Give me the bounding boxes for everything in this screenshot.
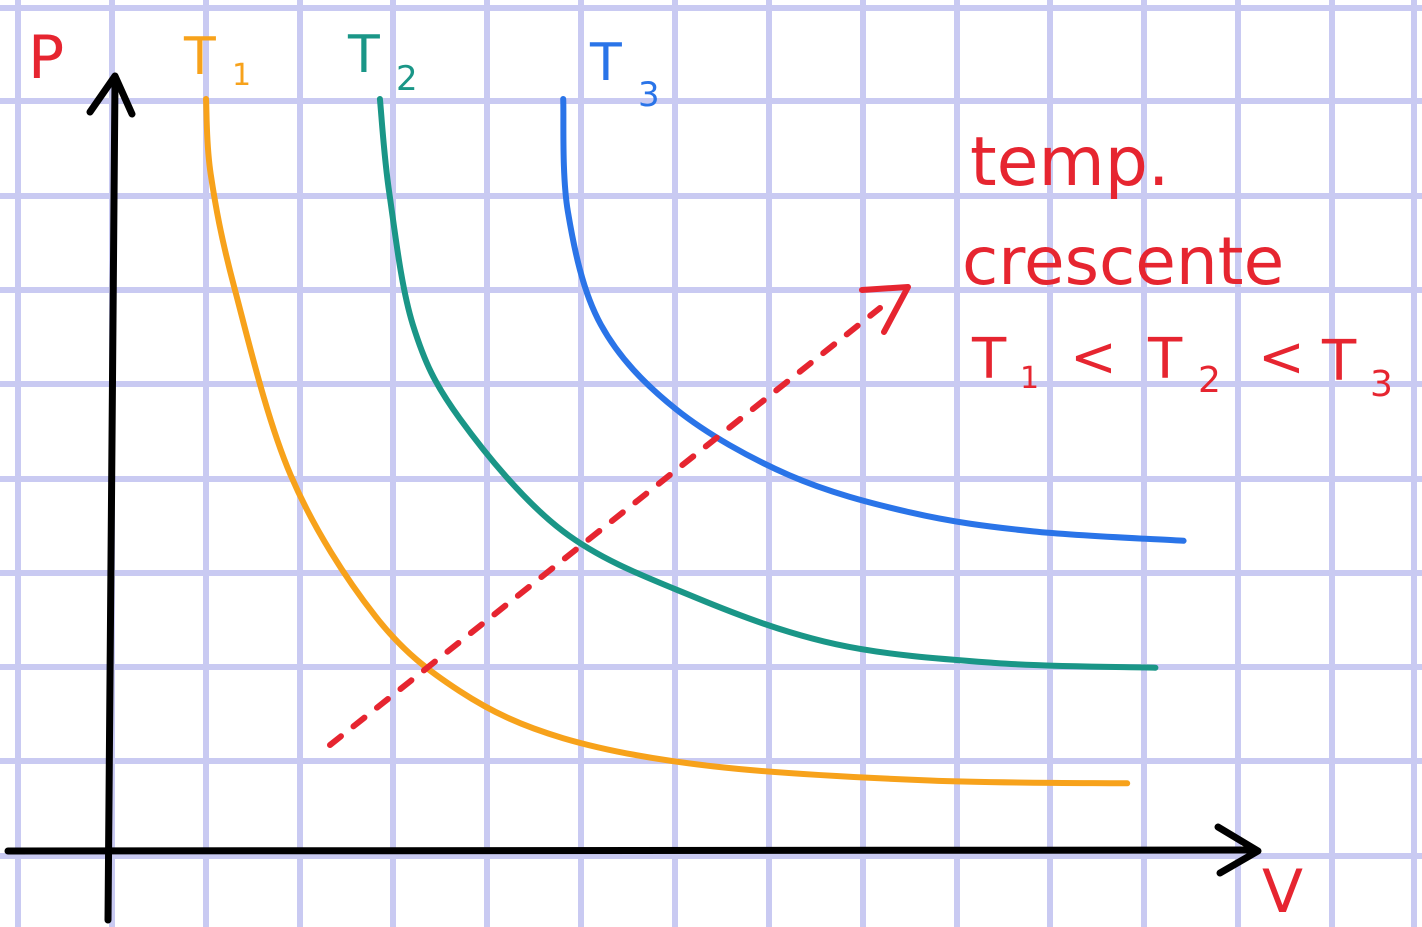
series-label-sub: 2: [396, 59, 418, 99]
x-axis-arrow-icon: [1214, 823, 1262, 877]
series-label-sub: 3: [638, 75, 660, 115]
y-axis-arrow-icon: [86, 72, 136, 118]
y-axis-label: P: [28, 23, 64, 93]
order-t1-main: T: [971, 327, 1007, 392]
annotation-order: T 1 < T 2 < T 3: [971, 325, 1393, 405]
y-axis: [104, 76, 119, 924]
x-axis-label: V: [1262, 857, 1303, 927]
order-t2-main: T: [1147, 327, 1183, 392]
order-sep-2: <: [1258, 325, 1305, 390]
annotation-line-2: crescente: [962, 223, 1284, 300]
series-label-t2: T 2: [347, 25, 418, 99]
order-t3-sub: 3: [1370, 364, 1393, 405]
order-t1-sub: 1: [1020, 361, 1039, 396]
series-label-main: T: [589, 33, 622, 93]
x-axis: [4, 846, 1259, 855]
series-label-t3: T 3: [589, 33, 660, 115]
order-sep-1: <: [1070, 325, 1117, 390]
series-label-sub: 1: [232, 58, 251, 93]
isotherm-t3: [560, 96, 1187, 544]
axes: [4, 72, 1262, 924]
arrow-head-icon: [859, 284, 911, 335]
annotation: temp. crescente T 1 < T 2 < T 3: [962, 123, 1393, 405]
series-label-main: T: [183, 27, 216, 87]
annotation-line-1: temp.: [970, 123, 1170, 202]
dashed-direction-line: [327, 305, 883, 748]
order-t2-sub: 2: [1198, 360, 1221, 401]
isotherm-curves: [203, 96, 1187, 787]
series-label-t1: T 1: [183, 27, 251, 93]
isotherm-t1: [203, 96, 1131, 787]
series-label-main: T: [347, 25, 380, 85]
isotherm-t2: [376, 96, 1159, 671]
order-t3-main: T: [1321, 329, 1357, 394]
increasing-temperature-arrow: [327, 284, 911, 748]
